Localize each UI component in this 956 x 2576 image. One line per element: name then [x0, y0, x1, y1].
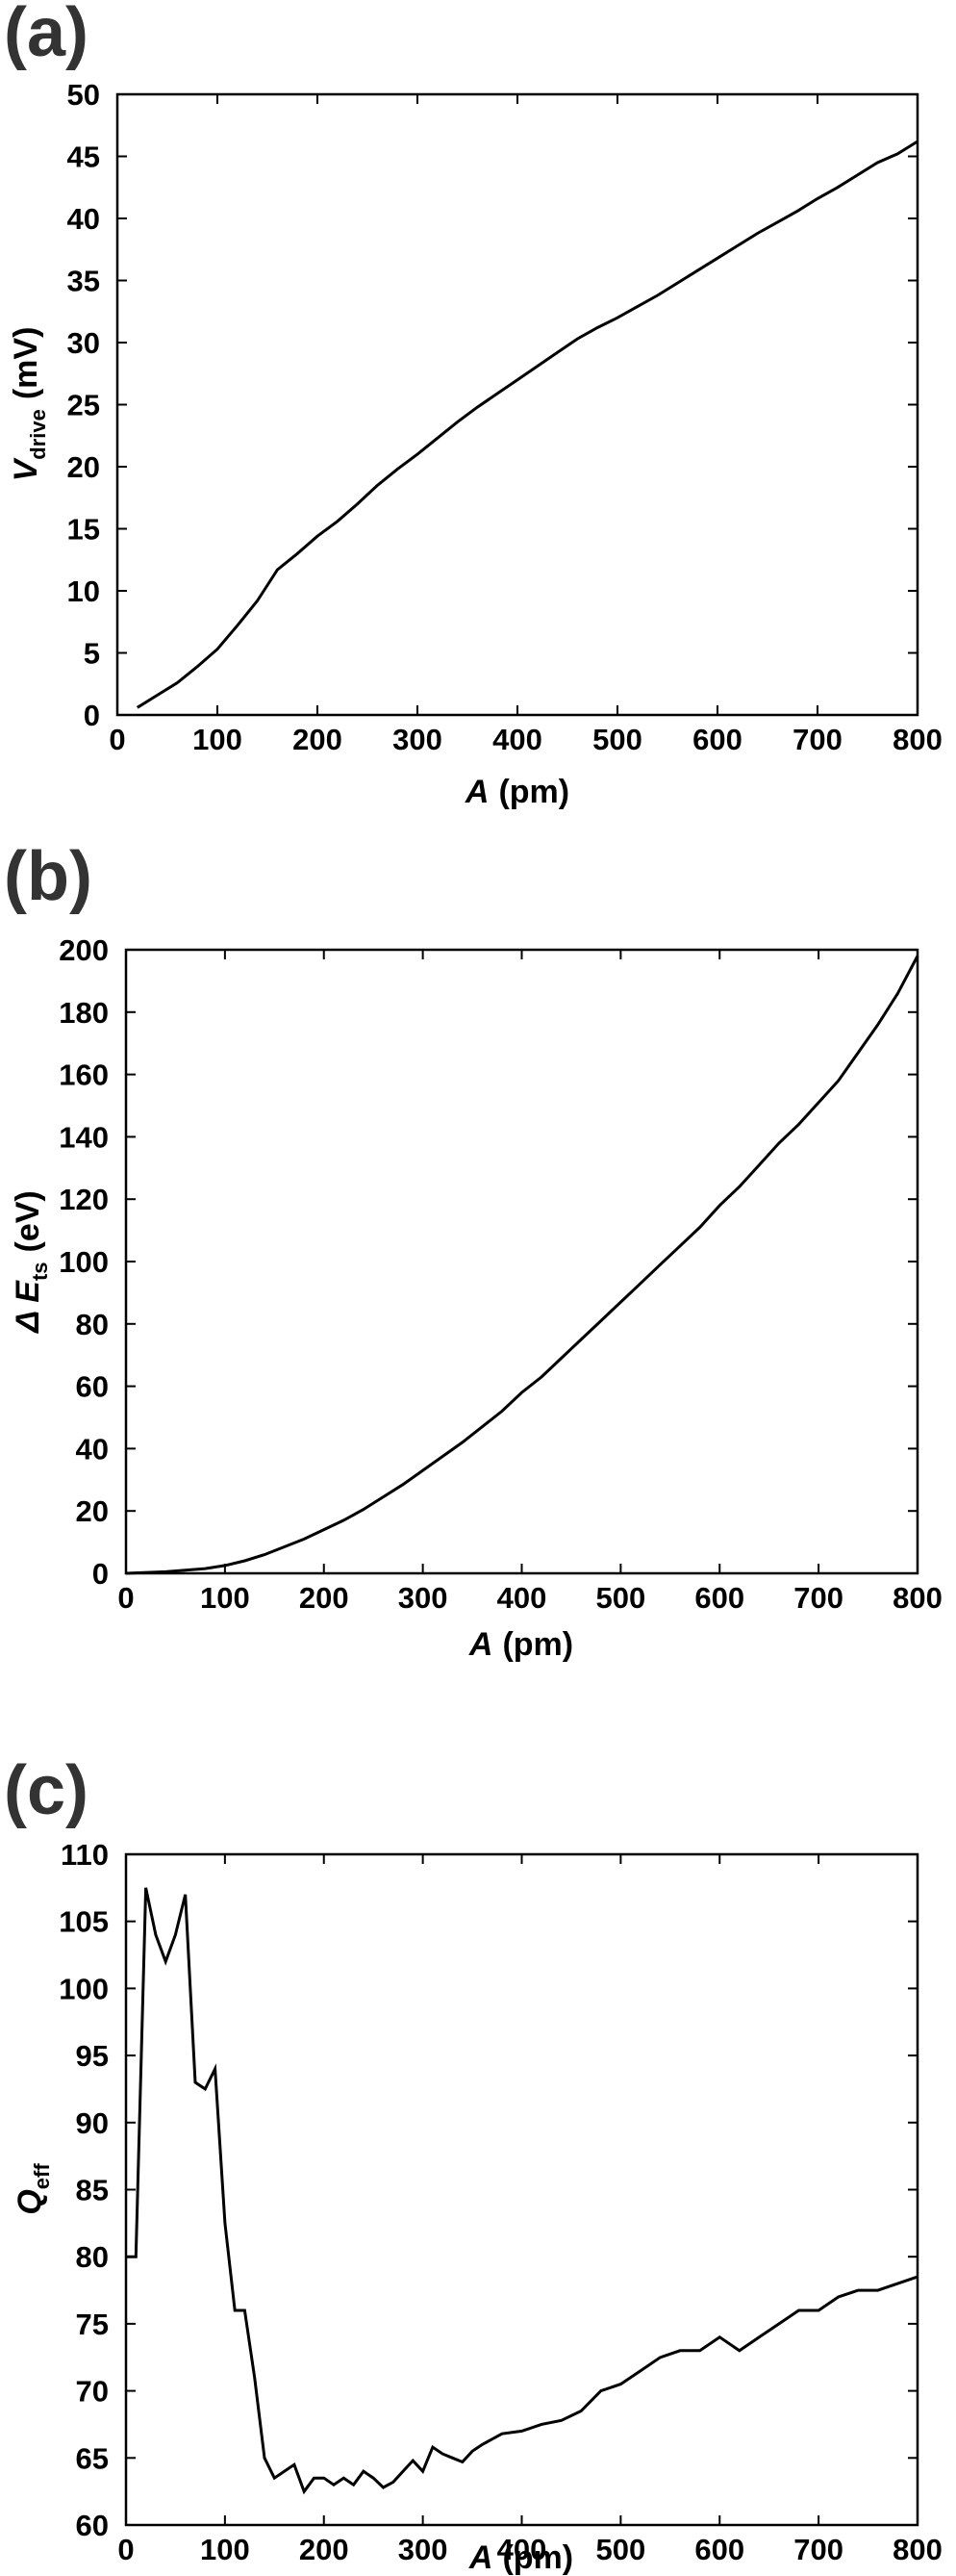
y-tick-label: 35 — [67, 265, 100, 298]
panel-a: (a) 0 100 200 300 400 500 600 700 800 0 5 10 15 20 25… — [4, 0, 943, 810]
y-tick-label: 160 — [59, 1058, 109, 1092]
plot-frame — [124, 948, 919, 1575]
y-tick-label: 65 — [76, 2441, 109, 2475]
y-axis-ticks: 0 5 10 15 20 25 30 35 40 45 50 — [67, 78, 918, 732]
x-tick-label: 700 — [793, 2533, 843, 2566]
y-tick-label: 50 — [67, 78, 100, 112]
y-tick-label: 85 — [76, 2174, 109, 2207]
y-tick-label: 40 — [76, 1432, 109, 1466]
y-axis-label: Qeff — [12, 2163, 54, 2215]
x-tick-label: 100 — [192, 723, 242, 756]
x-tick-label: 800 — [893, 723, 943, 756]
y-tick-label: 105 — [59, 1905, 109, 1939]
y-tick-label: 200 — [59, 933, 109, 967]
data-line — [137, 140, 918, 709]
y-tick-label: 60 — [76, 2509, 109, 2542]
y-tick-label: 15 — [67, 513, 100, 547]
x-tick-label: 400 — [497, 1581, 547, 1615]
y-tick-label: 180 — [59, 996, 109, 1030]
y-tick-label: 140 — [59, 1120, 109, 1154]
x-axis-label: A (pm) — [468, 1626, 573, 1663]
x-tick-label: 300 — [398, 2533, 448, 2566]
y-axis-label: Vdrive(mV) — [8, 327, 50, 482]
y-tick-label: 100 — [59, 1972, 109, 2005]
x-tick-label: 500 — [596, 1581, 646, 1615]
x-tick-label: 600 — [694, 2533, 744, 2566]
y-axis-label: Δ Ets(eV) — [10, 1190, 52, 1335]
x-tick-label: 200 — [299, 1581, 349, 1615]
y-tick-label: 45 — [67, 140, 100, 174]
x-tick-label: 200 — [292, 723, 342, 756]
x-axis-label: A (pm) — [465, 774, 569, 810]
x-tick-label: 0 — [109, 723, 125, 756]
y-tick-label: 10 — [67, 574, 100, 608]
x-tick-label: 300 — [392, 723, 442, 756]
x-tick-label: 100 — [200, 2533, 250, 2566]
y-axis-ticks: 0 20 40 60 80 100 120 140 160 180 200 — [59, 933, 918, 1591]
y-tick-label: 95 — [76, 2039, 109, 2073]
y-tick-label: 40 — [67, 202, 100, 236]
x-tick-label: 700 — [793, 1581, 843, 1615]
y-tick-label: 5 — [84, 637, 100, 671]
plot-frame — [115, 92, 919, 717]
y-tick-label: 75 — [76, 2308, 109, 2341]
y-tick-label: 0 — [92, 1557, 109, 1591]
x-tick-label: 100 — [200, 1581, 250, 1615]
x-tick-label: 800 — [893, 1581, 943, 1615]
x-tick-label: 700 — [792, 723, 843, 756]
x-tick-label: 600 — [692, 723, 742, 756]
panel-label: (c) — [4, 1752, 88, 1829]
x-tick-label: 400 — [497, 2533, 547, 2566]
y-tick-label: 80 — [76, 1308, 109, 1341]
y-tick-label: 25 — [67, 389, 100, 422]
y-tick-label: 100 — [59, 1245, 109, 1279]
panel-label: (a) — [4, 0, 88, 71]
x-tick-label: 400 — [492, 723, 542, 756]
x-tick-label: 600 — [694, 1581, 744, 1615]
x-tick-label: 500 — [592, 723, 642, 756]
x-tick-label: 200 — [299, 2533, 349, 2566]
y-axis-ticks: 60 65 70 75 80 85 90 95 100 105 110 — [59, 1838, 918, 2542]
y-tick-label: 90 — [76, 2106, 109, 2140]
x-tick-label: 0 — [117, 1581, 134, 1615]
y-tick-label: 80 — [76, 2240, 109, 2274]
x-tick-label: 0 — [117, 2533, 134, 2566]
x-tick-label: 300 — [398, 1581, 448, 1615]
y-tick-label: 20 — [67, 450, 100, 484]
y-tick-label: 30 — [67, 326, 100, 360]
plot-frame — [124, 1852, 919, 2527]
x-tick-label: 500 — [596, 2533, 646, 2566]
y-tick-label: 20 — [76, 1494, 109, 1528]
x-tick-label: 800 — [893, 2533, 943, 2566]
y-tick-label: 70 — [76, 2375, 109, 2409]
x-axis-label: A (pm) — [468, 2539, 573, 2576]
x-axis-ticks: 0 100 200 300 400 500 600 700 800 — [109, 94, 943, 756]
x-axis-ticks: 0 100 200 300 400 500 600 700 800 — [117, 1854, 943, 2566]
y-tick-label: 60 — [76, 1370, 109, 1404]
panel-b: (b) 0 100 200 300 400 500 600 700 800 0 20 40 60 80 1… — [4, 838, 943, 1663]
data-line — [125, 955, 919, 1575]
data-line — [126, 1887, 918, 2495]
panel-c: (c) 0 100 200 300 400 500 600 700 800 60 65 70 75 80… — [4, 1752, 943, 2576]
y-tick-label: 110 — [61, 1838, 109, 1872]
x-axis-ticks: 0 100 200 300 400 500 600 700 800 — [117, 950, 943, 1615]
y-tick-label: 120 — [59, 1183, 109, 1216]
y-tick-label: 0 — [84, 699, 100, 732]
panel-label: (b) — [4, 838, 92, 915]
